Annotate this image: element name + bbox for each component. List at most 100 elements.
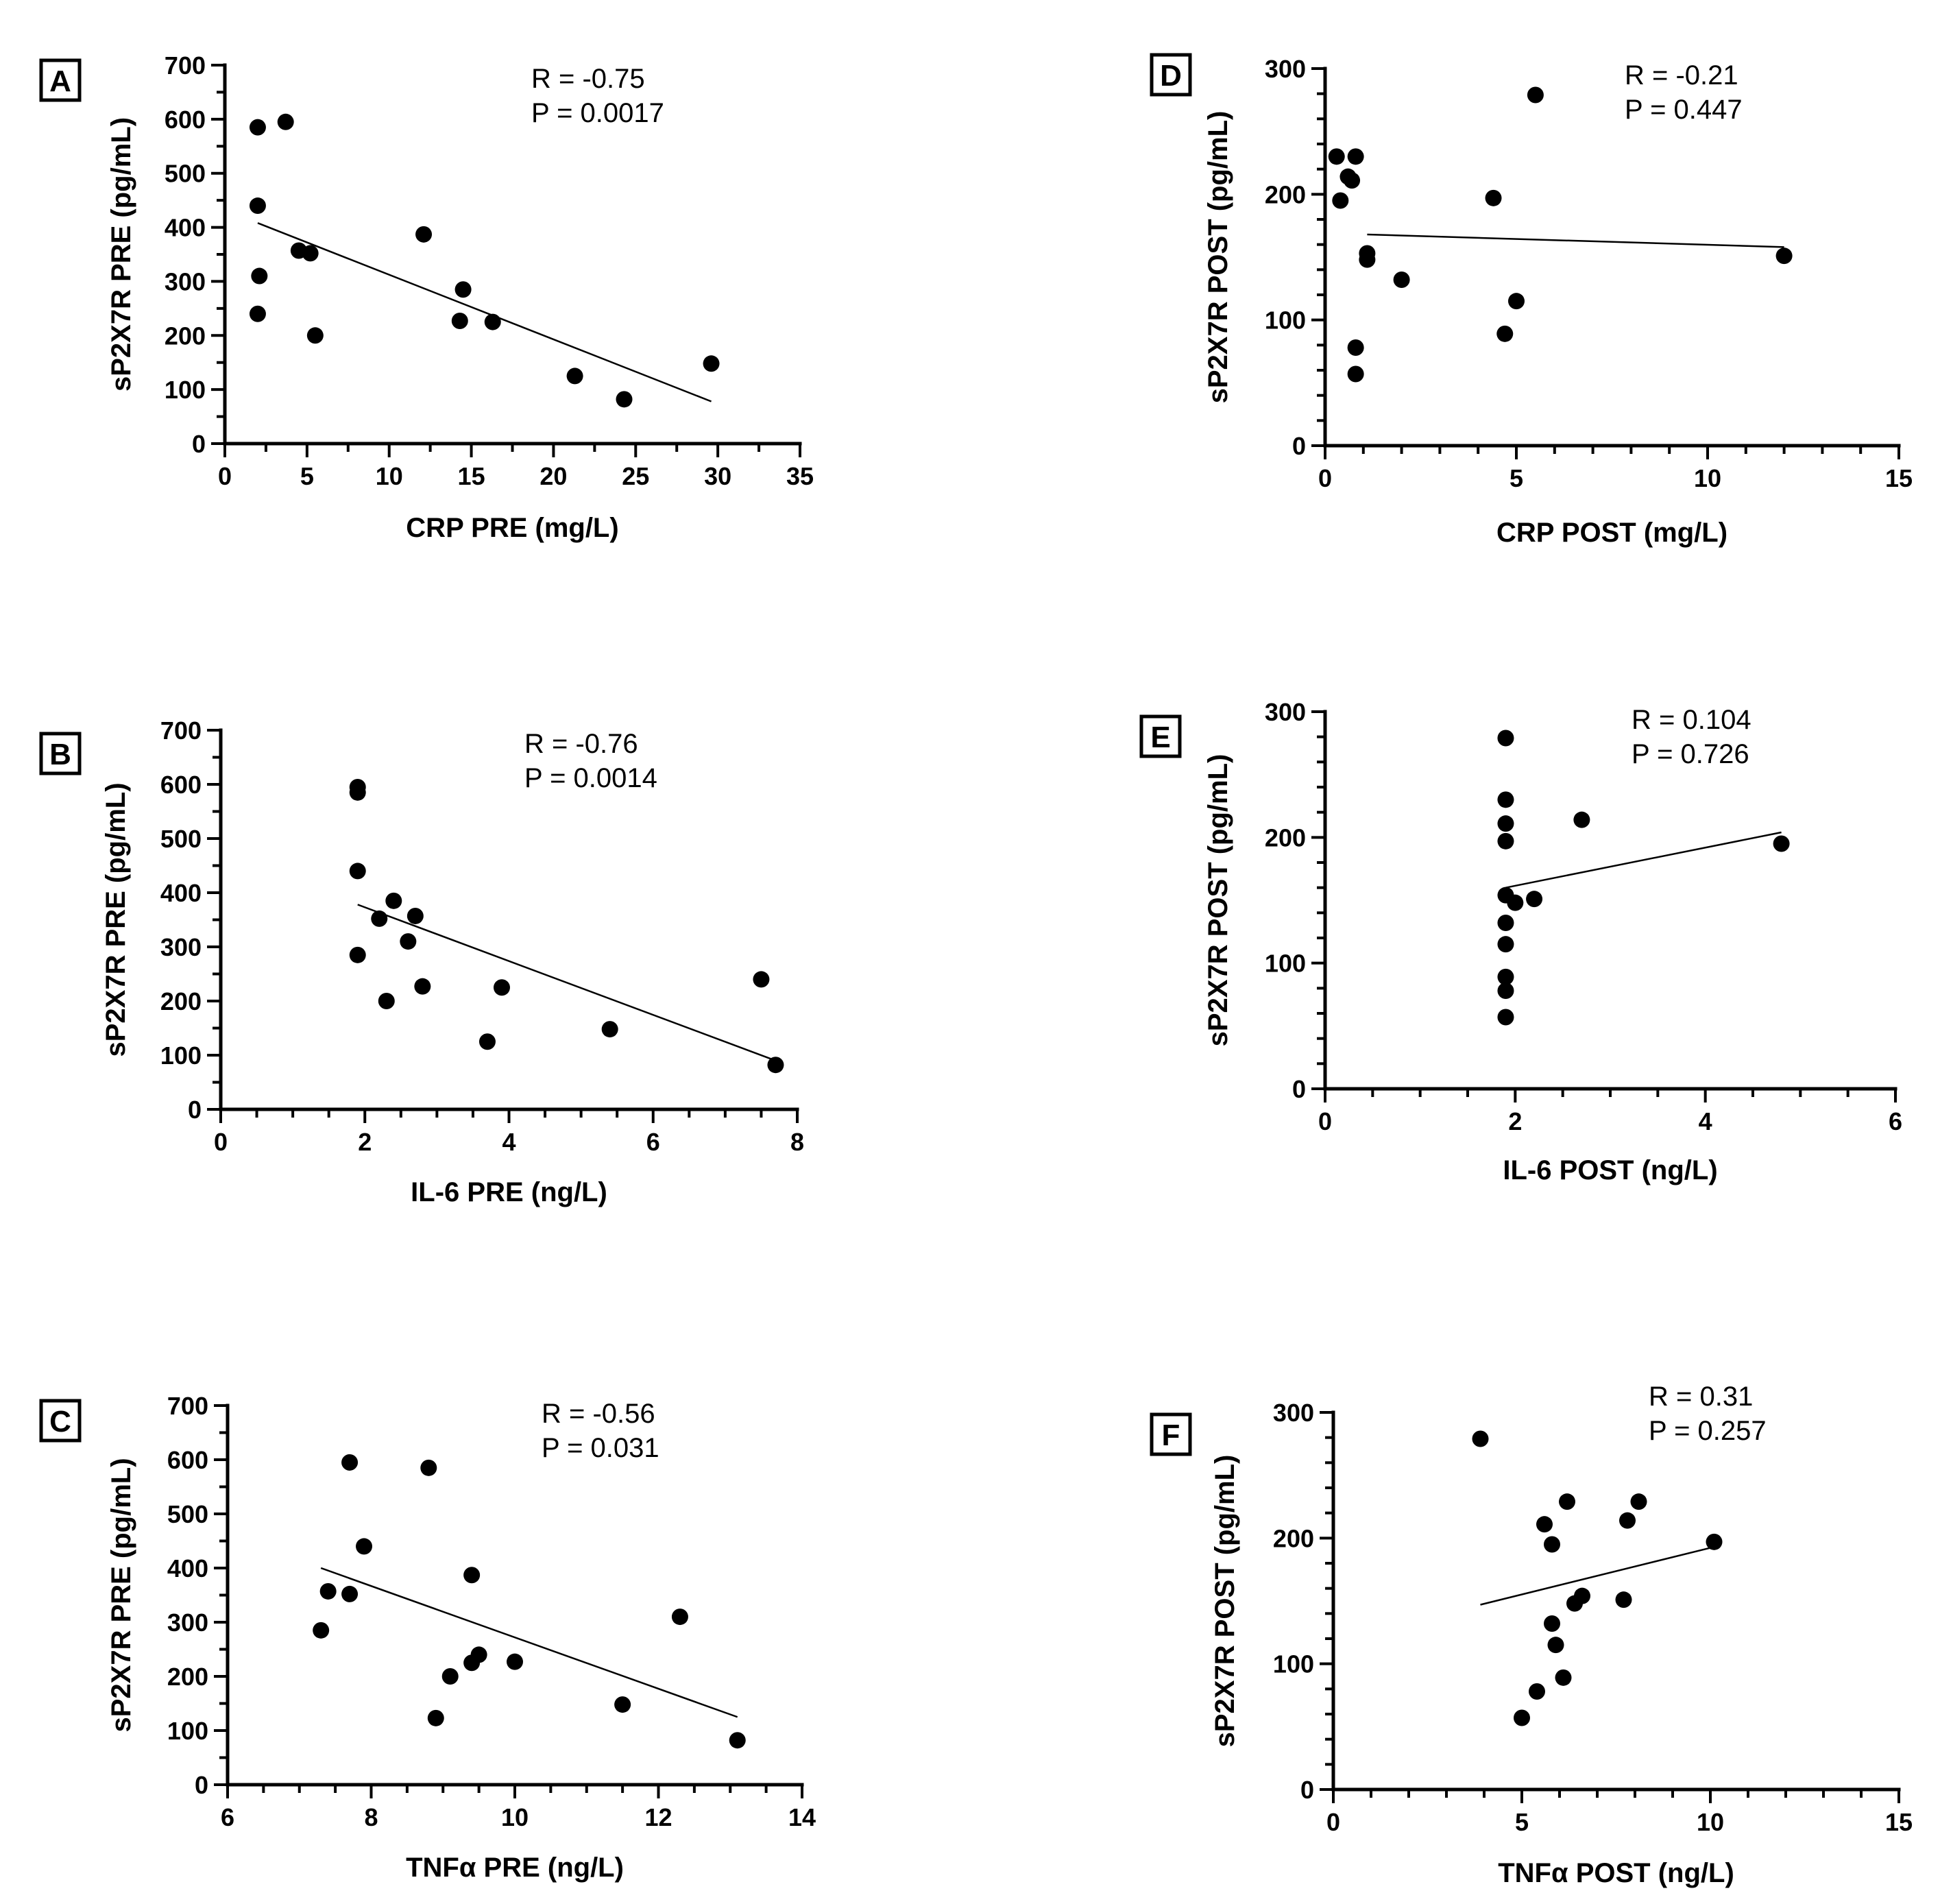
data-point <box>249 305 266 322</box>
x-axis-label: CRP PRE (mg/L) <box>406 513 618 543</box>
y-tick-label: 100 <box>1265 950 1306 978</box>
panel-f: F 0 100 200 300 0 5 10 15 TNFα POST (ng/L) sP2X7R … <box>1150 1382 1913 1888</box>
y-tick-label: 0 <box>1292 1075 1306 1103</box>
data-point <box>1508 293 1525 310</box>
x-tick-label: 25 <box>622 462 649 490</box>
x-tick-label: 8 <box>364 1803 378 1831</box>
y-tick-label: 100 <box>160 1041 202 1070</box>
x-tick-label: 15 <box>1885 464 1913 492</box>
data-point <box>249 197 266 215</box>
r-value: R = -0.75 <box>531 64 645 94</box>
data-point <box>371 910 388 927</box>
y-tick-label: 300 <box>1265 698 1306 726</box>
y-tick-label: 0 <box>192 430 206 458</box>
x-tick-label: 0 <box>218 462 232 490</box>
data-point <box>1547 1637 1564 1654</box>
x-tick-label: 4 <box>502 1128 516 1156</box>
x-axis-label: CRP POST (mg/L) <box>1496 518 1727 548</box>
data-point <box>1497 730 1514 747</box>
data-point <box>1496 325 1514 342</box>
data-point <box>1359 251 1376 268</box>
x-tick-label: 14 <box>788 1803 816 1831</box>
y-tick-label: 500 <box>167 1500 208 1528</box>
data-point <box>1573 811 1590 828</box>
y-tick-label: 100 <box>165 376 206 404</box>
data-point <box>484 313 501 330</box>
data-point <box>302 245 319 262</box>
data-point <box>378 993 395 1009</box>
data-point <box>1615 1591 1632 1608</box>
y-tick-label: 200 <box>165 322 206 350</box>
y-axis-label: sP2X7R PRE (pg/mL) <box>106 1458 136 1732</box>
x-tick-label: 35 <box>786 462 814 490</box>
panel-letter: A <box>49 64 71 98</box>
data-point <box>451 312 468 329</box>
y-tick-label: 700 <box>167 1392 208 1420</box>
panel-letter-box <box>39 58 82 102</box>
r-value: R = -0.21 <box>1625 60 1738 91</box>
y-tick-label: 100 <box>1273 1650 1314 1678</box>
data-point <box>349 946 366 963</box>
data-point <box>1328 148 1345 165</box>
x-tick-label: 4 <box>1699 1107 1712 1135</box>
r-value: R = -0.76 <box>524 729 638 759</box>
y-axis-label: sP2X7R POST (pg/mL) <box>1203 754 1233 1047</box>
r-value: R = 0.104 <box>1632 705 1751 735</box>
data-point <box>341 1454 359 1471</box>
data-point <box>478 1033 496 1050</box>
data-point <box>729 1732 746 1749</box>
panel-e: E 0 100 200 300 0 2 4 6 IL-6 POST (ng/L) sP2X7R PO… <box>1139 698 1902 1185</box>
data-point <box>249 119 266 136</box>
data-point <box>1544 1536 1560 1553</box>
p-value: P = 0.726 <box>1632 739 1749 769</box>
x-tick-label: 5 <box>300 462 314 490</box>
x-tick-label: 10 <box>376 462 403 490</box>
data-point <box>1526 891 1543 908</box>
data-point <box>1536 1516 1553 1533</box>
x-tick-label: 10 <box>1697 1808 1724 1836</box>
data-point <box>1497 968 1514 985</box>
regression-line <box>357 904 776 1062</box>
data-point <box>566 367 583 385</box>
y-tick-label: 300 <box>165 267 206 296</box>
data-point <box>1347 148 1364 165</box>
x-tick-label: 0 <box>1318 1107 1332 1135</box>
data-point <box>306 327 324 344</box>
regression-line <box>257 222 712 402</box>
data-point <box>319 1582 337 1600</box>
data-point <box>1555 1669 1572 1686</box>
p-value: P = 0.0014 <box>524 763 657 793</box>
data-point <box>349 863 366 880</box>
y-tick-label: 600 <box>167 1446 208 1474</box>
y-tick-label: 200 <box>160 987 202 1015</box>
panel-letter: F <box>1162 1419 1180 1452</box>
panel-letter-box <box>39 732 82 775</box>
x-tick-label: 20 <box>539 462 567 490</box>
p-value: P = 0.031 <box>542 1433 659 1463</box>
data-point <box>400 933 417 950</box>
y-tick-label: 500 <box>165 160 206 188</box>
regression-line <box>1505 831 1782 889</box>
x-tick-label: 6 <box>646 1128 660 1156</box>
y-tick-label: 0 <box>1300 1776 1314 1804</box>
data-point <box>507 1653 523 1670</box>
data-point <box>1773 835 1790 852</box>
x-axis-label: TNFα POST (ng/L) <box>1498 1858 1734 1888</box>
y-tick-label: 700 <box>165 51 206 80</box>
data-point <box>349 784 366 801</box>
data-point <box>1344 172 1361 189</box>
x-tick-label: 6 <box>221 1803 234 1831</box>
panel-b: B 0 100 200 300 400 500 600 700 0 2 4 6 8 IL-6 PRE (ng… <box>39 716 804 1207</box>
y-tick-label: 100 <box>1265 306 1306 335</box>
y-axis-label: sP2X7R POST (pg/mL) <box>1203 111 1233 404</box>
x-tick-label: 15 <box>1885 1808 1913 1836</box>
data-point <box>1393 272 1410 288</box>
data-point <box>415 226 433 243</box>
data-point <box>1485 189 1502 206</box>
x-tick-label: 0 <box>1318 464 1332 492</box>
panel-letter: D <box>1160 59 1182 93</box>
data-point <box>1497 791 1514 808</box>
panel-letter: C <box>49 1405 71 1438</box>
data-point <box>414 978 431 995</box>
